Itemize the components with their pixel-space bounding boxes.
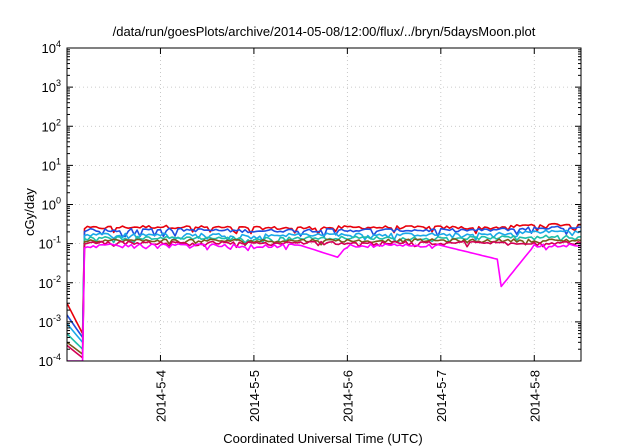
series-line [67,222,581,335]
x-tick-label: 2014-5-5 [247,370,262,422]
series-line [67,238,581,355]
y-tick-exponent: -3 [53,313,61,323]
y-tick-label: 103 [42,78,61,95]
y-tick-label: 10-2 [39,274,61,291]
x-tick-label: 2014-5-7 [434,370,449,422]
y-tick-label: 10-3 [39,313,61,330]
series-line [67,243,581,361]
series-line [67,240,581,359]
x-tick-label: 2014-5-4 [153,370,168,422]
y-tick-label: 104 [42,39,61,56]
series-line [67,229,581,344]
y-tick-exponent: 3 [56,78,61,88]
series-line [67,234,581,350]
y-tick-exponent: -2 [53,274,61,284]
y-tick-exponent: 1 [56,156,61,166]
chart-title: /data/run/goesPlots/archive/2014-05-08/1… [113,24,536,39]
y-tick-label: 10-1 [39,235,61,252]
y-tick-exponent: -4 [53,352,61,362]
x-axis-ticks: 2014-5-4 2014-5-5 2014-5-6 2014-5-7 2014-5-8 [153,48,542,422]
data-series [67,222,581,361]
x-tick-label: 2014-5-8 [527,370,542,422]
x-tick-label: 2014-5-6 [340,370,355,422]
y-tick-label: 102 [42,117,61,134]
y-tick-exponent: 2 [56,117,61,127]
y-tick-label: 101 [42,156,61,173]
grid-lines [67,48,581,361]
x-axis-label: Coordinated Universal Time (UTC) [223,431,422,446]
y-tick-exponent: 4 [56,39,61,49]
y-tick-label: 100 [42,196,61,213]
y-tick-label: 10-4 [39,352,61,369]
y-tick-exponent: -1 [53,235,61,245]
y-axis-label: cGy/day [22,188,37,236]
y-tick-exponent: 0 [56,196,61,206]
